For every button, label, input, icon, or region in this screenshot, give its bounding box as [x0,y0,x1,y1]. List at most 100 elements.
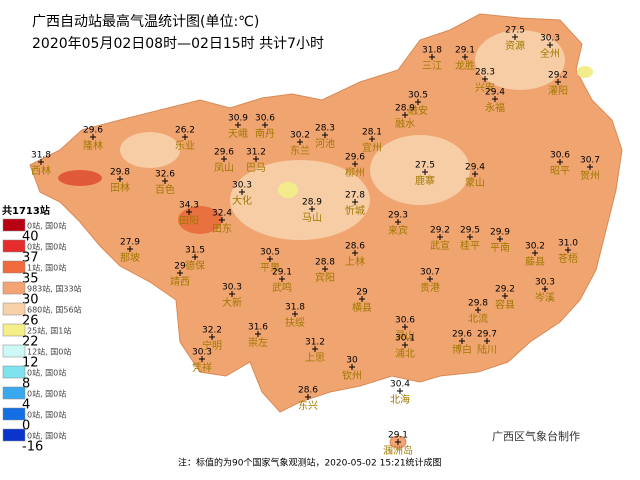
hot-zone [58,170,102,186]
station-name: 武鸣 [272,281,292,294]
station-name: 桂平 [460,239,480,252]
station-name: 钦州 [342,370,362,382]
station-name: 北海 [390,393,410,406]
station-name: 武宣 [430,239,450,252]
station-marker [555,79,561,85]
credit: 广西区气象台制作 [492,429,580,443]
station-value: 27.9 [120,238,140,248]
station-value: 29.4 [485,88,505,98]
station-value: 29.8 [468,299,488,309]
station-value: 30 [346,356,358,366]
cool-spot [577,66,593,78]
station-marker [305,394,311,400]
station-marker [229,291,235,297]
station-name: 东兴 [298,399,318,412]
legend-count: 0站, 国0站 [27,221,66,231]
station-marker [429,54,435,60]
station-name: 岑溪 [535,292,555,304]
station-marker [235,122,241,128]
station-value: 29.6 [83,126,103,136]
station-value: 30.3 [222,283,242,293]
legend-swatch [2,281,26,295]
station-marker [484,338,490,344]
station-value: 30.6 [395,316,415,326]
station-name: 平果 [260,262,280,274]
station-name: 德保 [185,259,205,272]
station-value: 28.6 [298,386,318,396]
mild-zone [120,132,180,168]
station-marker [239,189,245,195]
station-value: 29.2 [495,285,515,295]
station-marker [177,270,183,276]
station-marker [502,293,508,299]
legend-swatch [2,302,26,316]
legend-count: 680站, 国56站 [27,305,82,315]
station-name: 东兰 [290,144,310,157]
station-marker [512,34,518,40]
station-value: 29.7 [477,330,497,340]
legend-swatch [2,407,26,421]
legend-swatch [2,323,26,337]
station-value: 32.4 [212,209,232,219]
cool-spot [278,182,298,198]
mild-zone [370,135,470,205]
station-name: 大化 [232,194,252,207]
legend-count: 0站, 国0站 [27,410,66,420]
station-marker [565,247,571,253]
station-name: 兴安 [475,81,495,94]
station-marker [532,250,538,256]
station-value: 28.9 [395,104,415,114]
station-value: 30.6 [255,114,275,124]
region-map [29,13,623,449]
station-name: 田东 [212,222,232,235]
station-marker [472,171,478,177]
station-value: 31.8 [285,303,305,313]
station-marker [482,76,488,82]
station-marker [497,236,503,242]
legend-threshold: 35 [22,272,39,287]
station-name: 柳州 [345,166,365,179]
station-marker [492,96,498,102]
station-marker [322,132,328,138]
station-marker [309,206,315,212]
station-marker [349,364,355,370]
station-name: 南丹 [255,127,275,140]
station-name: 乐业 [175,140,195,152]
station-name: 巴马 [246,162,266,174]
station-value: 26.2 [175,126,195,136]
station-name: 宁明 [202,339,222,352]
station-value: 29.4 [465,163,485,173]
station-value: 29.6 [452,330,472,340]
legend-threshold: 37 [22,251,39,266]
station-value: 31.0 [558,239,578,249]
station-name: 灵山 [395,330,415,342]
station-name: 三江 [422,60,442,72]
station-name: 灌阳 [548,85,568,97]
station-marker [397,388,403,394]
station-name: 上林 [345,255,365,268]
legend-swatch [2,386,26,400]
station-marker [127,246,133,252]
station-value: 31.2 [305,338,325,348]
station-marker [162,178,168,184]
station-value: 30.9 [228,114,248,124]
station-marker [90,134,96,140]
station-value: 29.2 [430,226,450,236]
station-marker [422,169,428,175]
station-name: 浦北 [395,347,415,360]
station-marker [312,346,318,352]
station-marker [352,161,358,167]
station-value: 29.6 [214,148,234,158]
station-value: 29.3 [388,211,408,221]
station-value: 31.5 [185,246,205,256]
legend-count: 0站, 国0站 [27,242,66,252]
legend-count: 0站, 国0站 [27,389,66,399]
station-value: 29 [174,262,186,272]
station-value: 30.3 [535,278,555,288]
station-marker [462,54,468,60]
station-marker [369,136,375,142]
station-value: 32.6 [155,170,175,180]
station-name: 藤县 [525,256,545,268]
station-marker [262,122,268,128]
station-value: 34.3 [179,201,199,211]
